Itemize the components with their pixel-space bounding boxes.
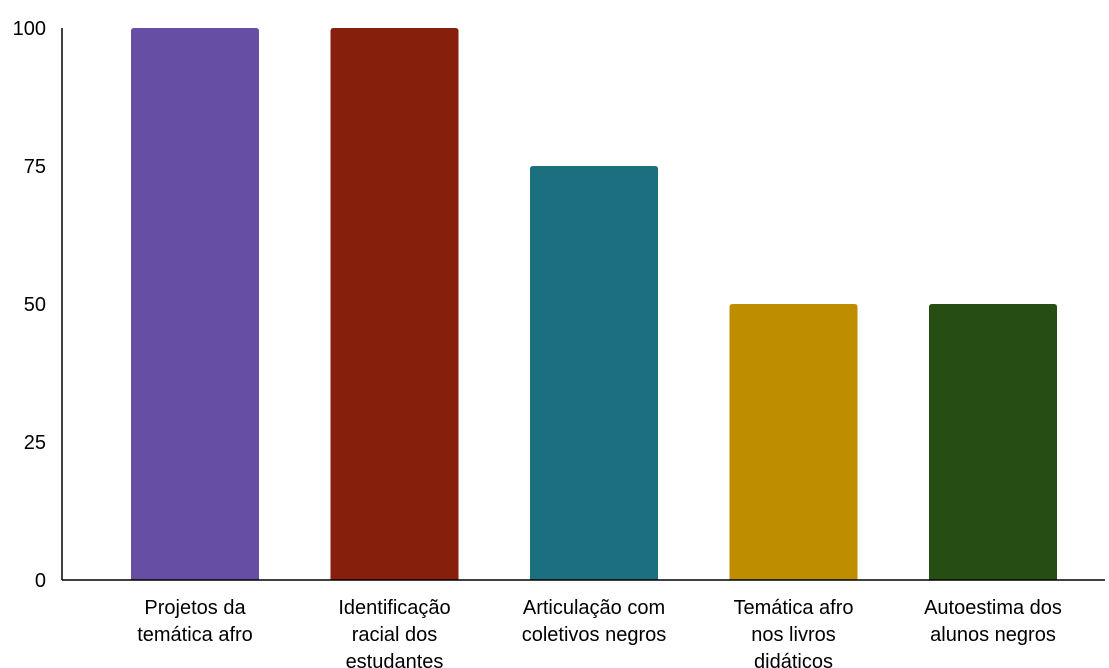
bar xyxy=(330,28,459,580)
x-category-label: Temática afro nos livros didáticos xyxy=(733,597,853,668)
bar xyxy=(530,166,658,580)
x-category-label-line: Articulação com xyxy=(523,597,665,619)
bars xyxy=(131,28,1057,580)
bar xyxy=(929,304,1057,580)
y-tick-label: 75 xyxy=(24,156,46,178)
x-category-label-line: coletivos negros xyxy=(522,624,667,646)
x-category-label: Identificação racial dos estudantes xyxy=(338,597,450,668)
x-category-label-line: Identificação xyxy=(338,597,450,619)
x-category-label-line: estudantes xyxy=(346,651,444,668)
x-category-label-line: alunos negros xyxy=(930,624,1056,646)
x-category-label-line: nos livros xyxy=(751,624,835,646)
y-axis-ticks: 0 25 50 75 100 xyxy=(13,18,46,592)
x-category-label-line: racial dos xyxy=(352,624,438,646)
y-tick-label: 50 xyxy=(24,294,46,316)
x-category-label: Articulação com coletivos negros xyxy=(522,597,667,646)
x-category-label-line: Temática afro xyxy=(733,597,853,619)
x-category-label-line: Autoestima dos xyxy=(924,597,1062,619)
bar xyxy=(131,28,259,580)
y-tick-label: 100 xyxy=(13,18,46,40)
x-category-label: Autoestima dos alunos negros xyxy=(924,597,1062,646)
y-tick-label: 25 xyxy=(24,432,46,454)
x-category-label-line: didáticos xyxy=(754,651,833,668)
x-category-label: Projetos da temática afro xyxy=(137,597,253,646)
bar xyxy=(729,304,858,580)
x-category-label-line: temática afro xyxy=(137,624,253,646)
y-tick-label: 0 xyxy=(35,570,46,592)
x-axis-labels: Projetos da temática afro Identificação rac… xyxy=(137,597,1062,668)
x-category-label-line: Projetos da xyxy=(144,597,246,619)
